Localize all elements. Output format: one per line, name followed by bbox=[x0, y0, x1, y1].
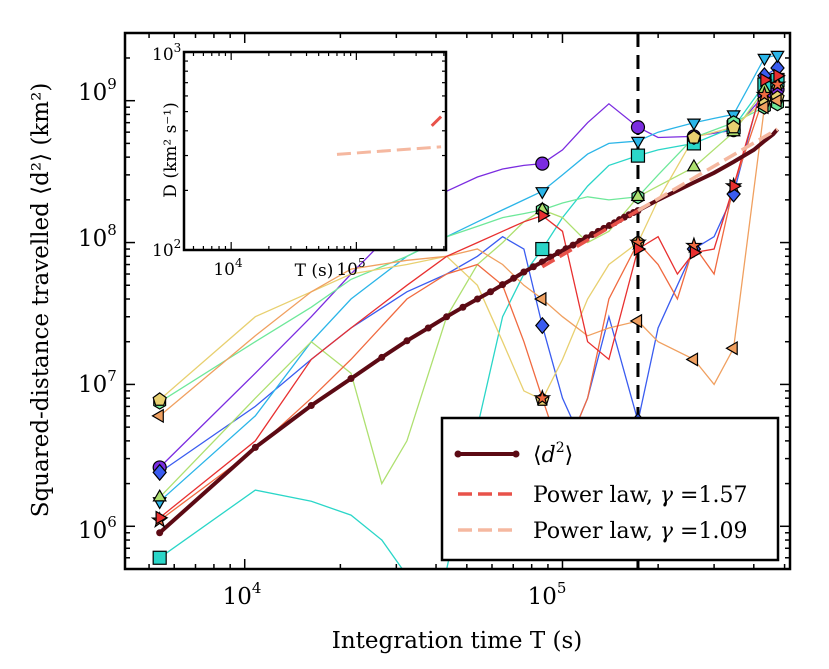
trajectory-marker bbox=[630, 148, 646, 163]
trajectory-marker bbox=[535, 241, 550, 257]
mean-point bbox=[459, 303, 467, 311]
mean-point bbox=[443, 313, 451, 321]
trajectory-line bbox=[159, 67, 778, 473]
mean-point bbox=[403, 337, 411, 345]
fit-line bbox=[541, 209, 639, 269]
y-tick-label-1e8: 108 bbox=[78, 221, 117, 252]
trajectory-marker bbox=[630, 188, 646, 202]
inset-segment bbox=[430, 115, 443, 127]
trajectory-marker bbox=[533, 291, 547, 307]
mean-point bbox=[538, 258, 546, 266]
mean-point bbox=[520, 268, 528, 276]
trajectory-marker bbox=[760, 72, 773, 88]
trajectory-marker bbox=[155, 510, 169, 525]
trajectory-markers bbox=[150, 50, 787, 565]
y-tick-label-1e9: 109 bbox=[78, 75, 117, 106]
trajectory-marker bbox=[152, 392, 167, 406]
fit-line bbox=[637, 127, 779, 213]
mean-series bbox=[156, 127, 780, 537]
inset-x-tick-label-1e4: 104 bbox=[213, 256, 243, 280]
legend-label-fit-1: Power law, γ =1.57 bbox=[533, 483, 747, 508]
y-axis-label: Squared-distance travelled ⟨d²⟩ (km²) bbox=[28, 83, 54, 518]
trajectory-marker bbox=[630, 136, 646, 150]
plot-frame bbox=[123, 31, 792, 571]
mean-line bbox=[158, 127, 780, 535]
trajectory-marker bbox=[152, 463, 167, 482]
x-tick-label-1e5: 105 bbox=[528, 579, 567, 610]
trajectory-marker bbox=[686, 118, 702, 132]
inset-plot-area bbox=[182, 50, 448, 252]
x-axis-label: Integration time T (s) bbox=[332, 628, 582, 654]
legend: ⟨d2⟩ Power law, γ =1.57 Power law, γ =1.… bbox=[440, 416, 780, 562]
trajectory-marker bbox=[686, 158, 702, 172]
mean-point bbox=[156, 529, 164, 537]
trajectory-marker bbox=[726, 119, 741, 134]
mean-point bbox=[510, 274, 518, 282]
inset-x-axis-label: T (s) bbox=[295, 261, 334, 281]
trajectory-marker bbox=[757, 53, 772, 67]
trajectory-marker bbox=[152, 550, 167, 565]
mean-point bbox=[487, 288, 495, 296]
mean-point bbox=[378, 353, 386, 361]
main-ticks bbox=[125, 32, 790, 570]
trajectory-marker bbox=[756, 99, 769, 115]
mean-point bbox=[307, 402, 315, 410]
y-tick-label-1e7: 107 bbox=[78, 367, 117, 398]
trajectory-line bbox=[159, 54, 778, 502]
trajectory-marker bbox=[755, 85, 774, 103]
y-tick-label-1e6: 106 bbox=[78, 513, 117, 544]
legend-lines bbox=[454, 450, 520, 532]
trajectory-marker bbox=[629, 313, 643, 329]
legend-point-mean-end bbox=[512, 450, 520, 458]
inset-y-tick-label-1e2: 102 bbox=[152, 237, 181, 261]
inset-ticks bbox=[184, 51, 446, 251]
trajectory-marker bbox=[768, 75, 787, 93]
trajectory-marker bbox=[535, 187, 550, 200]
mean-point bbox=[347, 375, 355, 383]
trajectory-marker bbox=[535, 156, 550, 171]
legend-label-fit-2: Power law, γ =1.09 bbox=[533, 519, 747, 544]
trajectory-marker bbox=[729, 178, 742, 194]
trajectory-marker bbox=[151, 408, 164, 424]
inset-segment bbox=[336, 145, 442, 156]
trajectory-marker bbox=[533, 388, 552, 406]
inset-x-tick-label-1e5: 105 bbox=[336, 256, 365, 280]
trajectory-marker bbox=[633, 241, 647, 257]
trajectory-line bbox=[159, 75, 778, 519]
trajectory-marker bbox=[535, 316, 550, 335]
inset-y-tick-label-1e3: 103 bbox=[152, 41, 181, 65]
legend-box bbox=[440, 416, 780, 562]
trajectory-line bbox=[159, 100, 778, 417]
legend-point-mean-start bbox=[454, 450, 462, 458]
mean-point bbox=[251, 443, 259, 451]
inset-y-axis-label: D (km² s⁻¹) bbox=[161, 102, 181, 197]
x-tick-label-1e4: 104 bbox=[223, 579, 262, 610]
mean-point bbox=[424, 324, 432, 332]
mean-point bbox=[605, 221, 613, 229]
inset-segments bbox=[336, 115, 443, 156]
mean-point bbox=[499, 281, 507, 289]
legend-label-mean: ⟨d2⟩ bbox=[533, 440, 573, 468]
trajectory-marker bbox=[689, 245, 703, 260]
trajectory-marker bbox=[152, 488, 167, 502]
trajectory-marker bbox=[725, 340, 738, 356]
mean-point bbox=[473, 295, 481, 303]
mean-point bbox=[529, 263, 537, 271]
mean-point bbox=[569, 241, 577, 249]
trajectory-marker bbox=[630, 120, 646, 135]
trajectory-marker bbox=[773, 68, 786, 83]
trajectory-marker bbox=[686, 129, 702, 144]
trajectory-marker bbox=[685, 352, 699, 367]
trajectory-marker bbox=[770, 50, 785, 64]
trajectory-marker bbox=[538, 208, 551, 223]
